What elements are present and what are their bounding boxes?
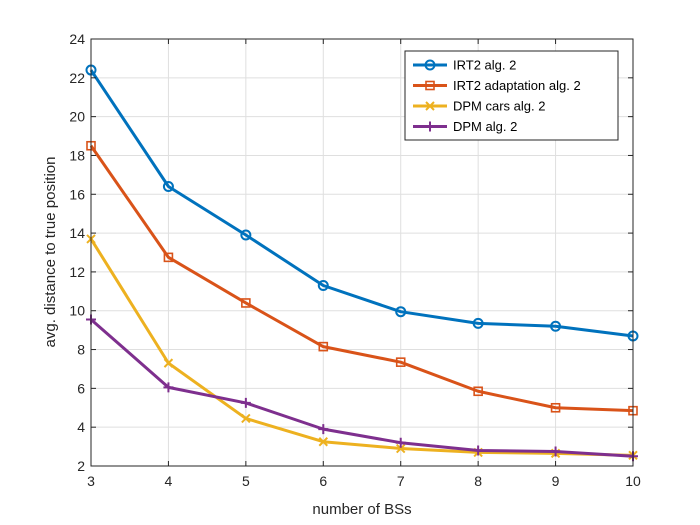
data-point	[241, 298, 251, 308]
y-tick-label: 20	[69, 109, 85, 125]
legend-label: IRT2 alg. 2	[453, 58, 516, 73]
x-tick-label: 7	[397, 473, 405, 489]
data-point	[318, 341, 329, 352]
legend-entry: IRT2 adaptation alg. 2	[413, 78, 581, 93]
series-layer	[85, 64, 639, 462]
data-point	[163, 382, 174, 393]
legend-label: DPM cars alg. 2	[453, 99, 545, 114]
legend-label: IRT2 adaptation alg. 2	[453, 78, 581, 93]
legend-marker	[424, 59, 436, 71]
x-tick-label: 10	[625, 473, 641, 489]
y-tick-label: 22	[69, 70, 85, 86]
data-point	[550, 446, 561, 457]
x-tick-label: 3	[87, 473, 95, 489]
data-point	[241, 413, 251, 424]
legend-entry: DPM alg. 2	[413, 119, 517, 134]
x-tick-label: 8	[474, 473, 482, 489]
data-point	[163, 358, 174, 368]
y-axis-label: avg. distance to true position	[42, 157, 59, 348]
y-tick-label: 12	[69, 264, 85, 280]
data-point	[317, 279, 329, 291]
data-point	[395, 437, 406, 448]
legend-marker	[425, 80, 435, 91]
y-tick-label: 6	[77, 380, 85, 396]
x-axis-label: number of BSs	[312, 501, 411, 518]
data-point	[473, 386, 483, 397]
y-tick-label: 18	[69, 147, 85, 163]
data-point	[395, 306, 407, 318]
y-tick-label: 4	[77, 419, 85, 435]
y-tick-label: 16	[69, 186, 85, 202]
series-line	[89, 69, 634, 338]
data-point	[550, 402, 561, 413]
data-point	[395, 357, 406, 367]
data-point	[473, 445, 484, 456]
legend-marker	[425, 121, 435, 132]
y-tick-label: 2	[77, 458, 85, 474]
data-point	[472, 317, 484, 329]
y-tick-label: 24	[69, 31, 85, 47]
legend-entry: IRT2 alg. 2	[413, 58, 516, 73]
series-line	[89, 238, 634, 457]
x-tick-label: 5	[242, 473, 250, 489]
data-point	[318, 437, 328, 447]
data-point	[550, 320, 562, 332]
x-tick-label: 6	[319, 473, 327, 489]
data-point	[163, 252, 174, 263]
legend: IRT2 alg. 2 IRT2 adaptation alg. 2 DPM car…	[404, 50, 619, 141]
data-point	[162, 181, 174, 193]
data-point	[240, 397, 251, 408]
y-tick-label: 8	[77, 342, 85, 358]
legend-entry: DPM cars alg. 2	[413, 99, 545, 114]
legend-marker	[425, 101, 435, 111]
y-tick-label: 14	[69, 225, 85, 241]
x-tick-label: 9	[552, 473, 560, 489]
data-point	[240, 229, 252, 241]
series-line	[90, 318, 634, 458]
series-line	[89, 144, 634, 413]
y-tick-label: 10	[69, 303, 85, 319]
x-tick-label: 4	[165, 473, 173, 489]
data-point	[396, 443, 406, 454]
legend-label: DPM alg. 2	[453, 119, 517, 134]
plot-frame	[90, 38, 634, 467]
series-1	[85, 64, 639, 342]
data-point	[318, 424, 329, 435]
